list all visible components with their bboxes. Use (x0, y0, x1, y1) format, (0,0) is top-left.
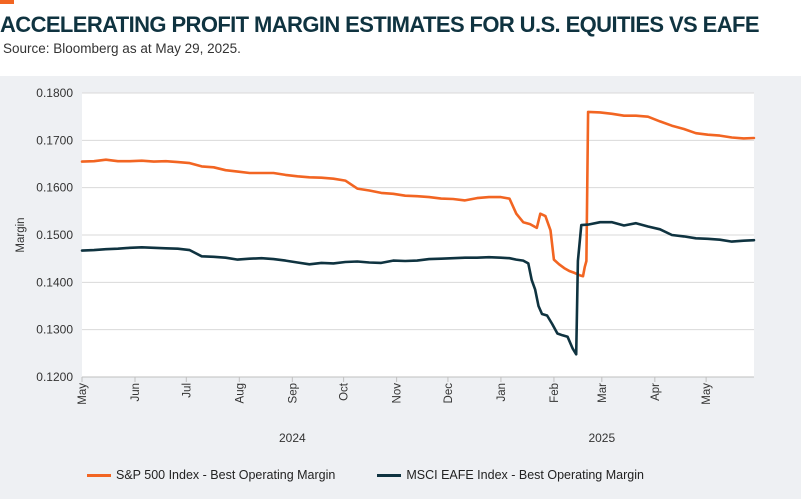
legend-swatch-eafe (377, 473, 402, 477)
y-tick-label: 0.1400 (36, 275, 73, 289)
x-tick-label: Dec (443, 383, 455, 404)
y-tick-label: 0.1800 (36, 86, 73, 100)
chart-panel: 0.1200 0.1300 0.1400 0.1500 0.1600 0.1700 0.18… (0, 76, 801, 499)
x-year-label: 2025 (588, 431, 615, 445)
chart-legend: S&P 500 Index - Best Operating Margin MS… (87, 466, 686, 484)
x-tick-label: Sep (287, 383, 299, 403)
legend-swatch-sp500 (87, 473, 111, 477)
x-tick-label: Nov (392, 383, 404, 404)
y-tick-label: 0.1300 (36, 323, 73, 337)
title-accent-bar (0, 0, 14, 4)
legend-item-sp500: S&P 500 Index - Best Operating Margin (87, 468, 335, 482)
source-note: Source: Bloomberg as at May 29, 2025. (3, 41, 241, 56)
x-tick-label: Apr (650, 383, 662, 401)
y-tick-label: 0.1500 (36, 228, 73, 242)
legend-item-eafe: MSCI EAFE Index - Best Operating Margin (377, 468, 644, 482)
x-tick-label: Oct (339, 382, 351, 401)
x-tick-label: Jul (181, 383, 193, 398)
legend-label-sp500: S&P 500 Index - Best Operating Margin (116, 468, 336, 482)
y-tick-label: 0.1700 (36, 133, 73, 147)
y-tick-label: 0.1600 (36, 181, 73, 195)
x-tick-label: Mar (597, 383, 609, 403)
x-tick-label: May (701, 383, 713, 405)
y-tick-label: 0.1200 (36, 370, 73, 384)
x-tick-label: Aug (234, 383, 246, 403)
x-tick-label: Jun (130, 383, 142, 402)
x-tick-label: Jan (496, 383, 508, 402)
line-chart: 0.1200 0.1300 0.1400 0.1500 0.1600 0.1700 0.18… (15, 86, 756, 445)
x-tick-label: Feb (549, 383, 561, 403)
chart-title: ACCELERATING PROFIT MARGIN ESTIMATES FOR… (0, 12, 760, 37)
series-line-sp500 (80, 110, 756, 278)
series-line-eafe (80, 220, 756, 356)
y-axis-title: Margin (15, 217, 27, 252)
x-year-label: 2024 (279, 431, 306, 445)
legend-label-eafe: MSCI EAFE Index - Best Operating Margin (406, 468, 644, 482)
x-tick-label: May (77, 383, 89, 405)
